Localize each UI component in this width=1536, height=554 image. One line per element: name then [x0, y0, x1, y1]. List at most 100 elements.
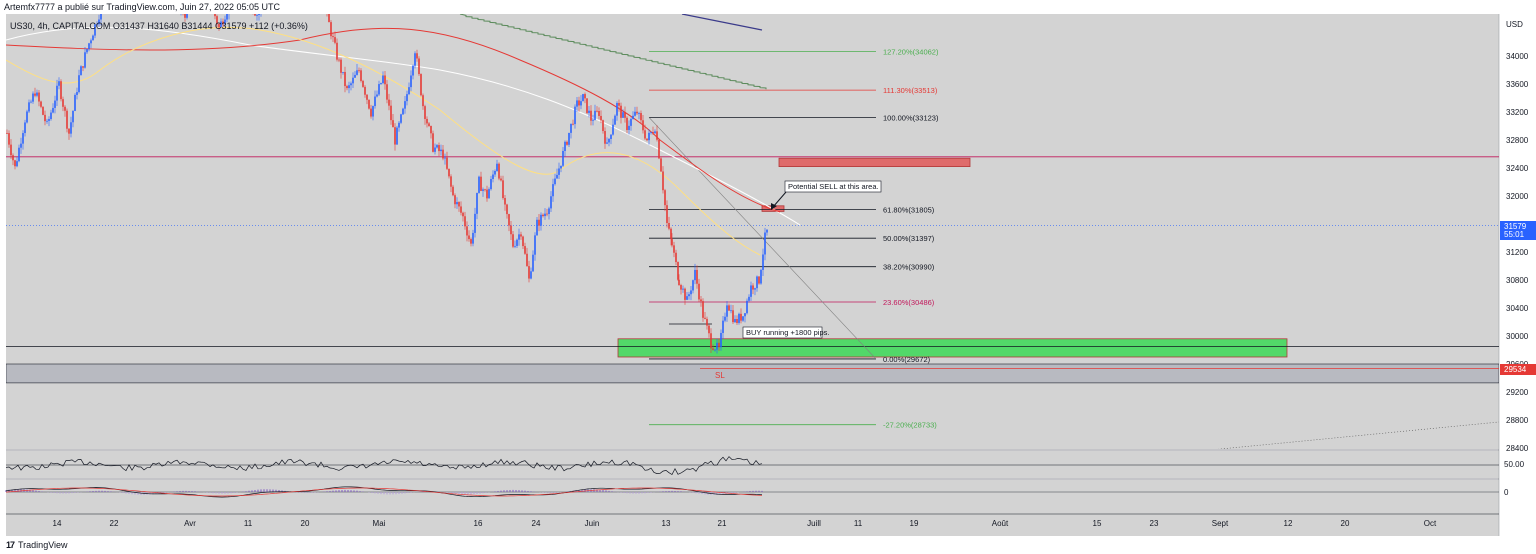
candle-body — [398, 122, 400, 128]
candle-body — [426, 118, 428, 124]
candle-body — [560, 165, 562, 169]
candle-body — [704, 317, 706, 319]
last-price-countdown: 55:01 — [1504, 230, 1525, 239]
candle-body — [372, 106, 374, 117]
candle-body — [508, 214, 510, 226]
candle-body — [594, 110, 596, 120]
candle-body — [50, 112, 52, 120]
candle-body — [642, 120, 644, 131]
candle-body — [416, 53, 418, 59]
candle-body — [646, 138, 648, 141]
price-tick-label: 30800 — [1506, 276, 1529, 285]
candle-body — [482, 189, 484, 191]
candle-body — [758, 276, 760, 284]
candle-body — [256, 14, 258, 16]
time-tick-label: 14 — [53, 519, 62, 528]
candle-body — [612, 124, 614, 135]
candle-body — [64, 106, 66, 111]
time-tick-label: 21 — [718, 519, 727, 528]
candle-body — [346, 86, 348, 89]
candle-body — [288, 0, 290, 7]
candle-body — [718, 342, 720, 348]
candle-body — [62, 99, 64, 107]
candle-body — [678, 279, 680, 286]
candle-body — [40, 101, 42, 107]
candle-body — [26, 111, 28, 123]
footer: 17 TradingView — [0, 536, 1536, 554]
candle-body — [673, 245, 675, 253]
candle-body — [722, 320, 724, 333]
candle-body — [734, 319, 736, 323]
candle-body — [392, 120, 394, 128]
candle-body — [680, 285, 682, 290]
candle-body — [516, 239, 518, 246]
candle-body — [98, 19, 100, 25]
macd-pane-bg — [6, 480, 1499, 514]
candle-body — [438, 145, 440, 152]
candle-body — [658, 139, 660, 159]
support-band — [6, 363, 1499, 384]
price-tick-label: 28800 — [1506, 416, 1529, 425]
candle-body — [80, 66, 82, 76]
candle-body — [376, 94, 378, 97]
candle-body — [58, 81, 60, 86]
candle-body — [180, 5, 182, 9]
green-channel-line — [459, 14, 767, 90]
tv-logo-text: TradingView — [18, 540, 68, 550]
candle-body — [476, 192, 478, 214]
candle-body — [740, 313, 742, 321]
candle-body — [610, 134, 612, 139]
candle-body — [692, 280, 694, 291]
candle-body — [10, 144, 12, 156]
candle-body — [522, 236, 524, 247]
candle-body — [498, 163, 500, 179]
candle-body — [386, 84, 388, 100]
candle-body — [182, 5, 184, 13]
price-tick-label: 31200 — [1506, 248, 1529, 257]
price-tick-label: 33200 — [1506, 108, 1529, 117]
candle-body — [370, 108, 372, 117]
candle-body — [378, 84, 380, 95]
candle-body — [742, 316, 744, 321]
price-axis-bg — [1499, 14, 1536, 536]
candle-body — [6, 133, 8, 134]
tradingview-logo[interactable]: 17 TradingView — [6, 540, 68, 550]
candle-body — [366, 94, 368, 100]
candle-body — [671, 239, 673, 246]
candle-body — [582, 94, 584, 102]
candle-body — [580, 101, 582, 106]
candle-body — [766, 229, 768, 233]
candle-body — [324, 5, 326, 8]
candle-body — [584, 94, 586, 99]
fib-level-label: 61.80%(31805) — [883, 206, 935, 215]
candle-body — [352, 77, 354, 84]
candle-body — [648, 132, 650, 141]
candle-body — [432, 133, 434, 152]
candle-body — [590, 110, 592, 121]
candle-body — [8, 133, 10, 145]
candle-body — [250, 2, 252, 10]
candle-body — [640, 113, 642, 121]
candle-body — [446, 157, 448, 169]
candle-body — [686, 296, 688, 300]
candle-body — [668, 222, 670, 229]
candle-body — [652, 132, 654, 134]
candle-body — [694, 269, 696, 281]
candle-body — [266, 3, 268, 8]
candle-body — [712, 348, 714, 350]
candle-body — [222, 21, 224, 25]
moving-average-white — [6, 26, 801, 226]
moving-average-red — [6, 27, 781, 213]
price-tick-label: 28400 — [1506, 444, 1529, 453]
price-tick-label: 32000 — [1506, 192, 1529, 201]
time-tick-label: Oct — [1424, 519, 1437, 528]
candle-body — [564, 141, 566, 151]
candle-body — [296, 0, 298, 8]
candle-body — [492, 174, 494, 180]
candle-body — [144, 0, 146, 5]
time-tick-label: Sept — [1212, 519, 1229, 528]
sell-note-text: Potential SELL at this area. — [788, 182, 879, 191]
candle-body — [90, 40, 92, 44]
candle-body — [540, 214, 542, 226]
